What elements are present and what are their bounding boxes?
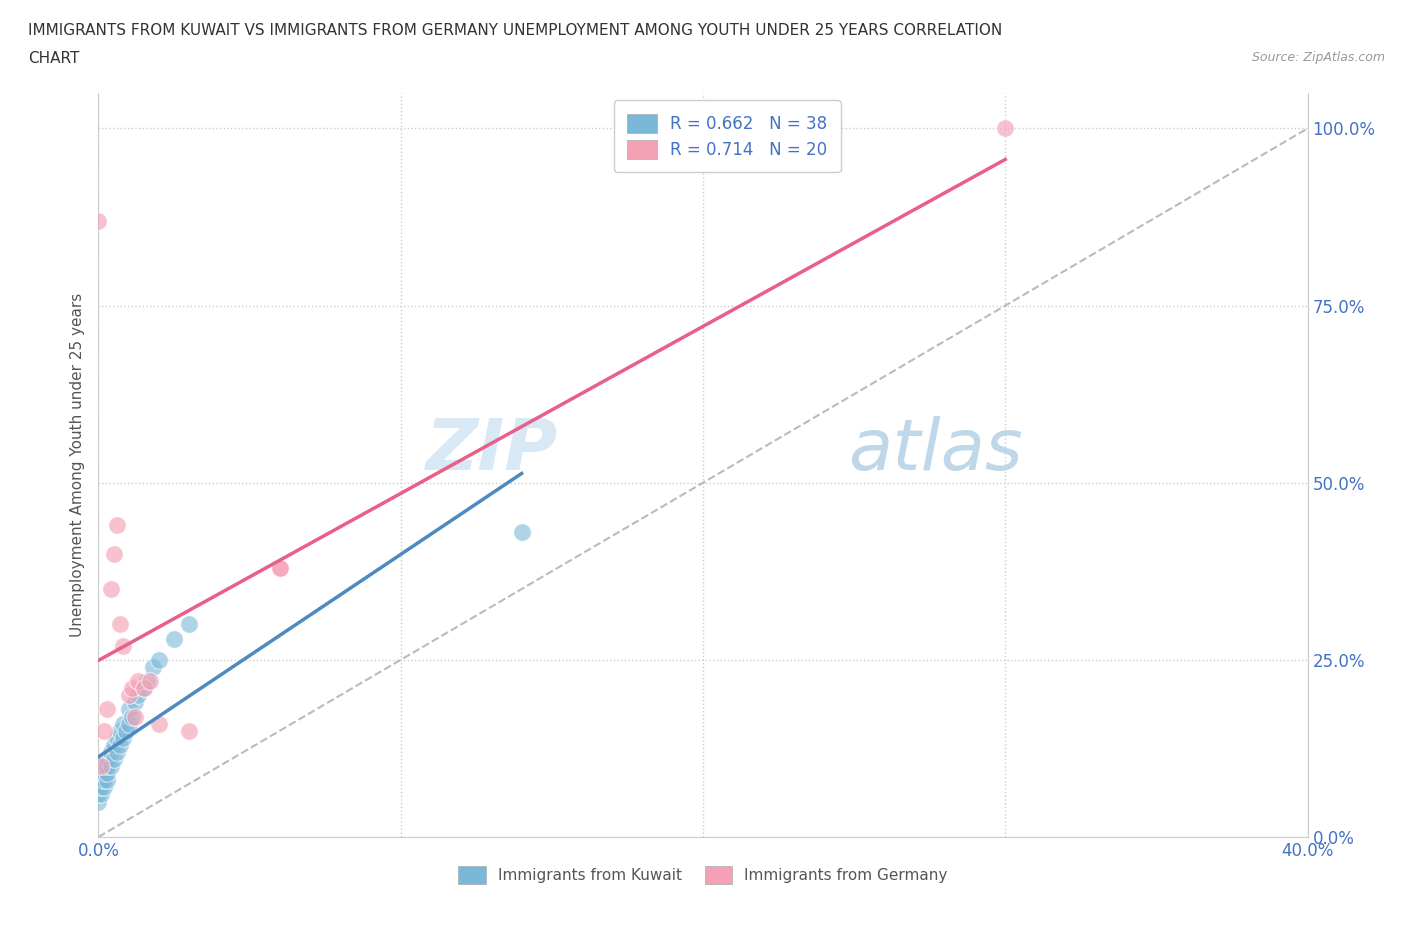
Point	[148, 716, 170, 731]
Point	[111, 716, 134, 731]
Text: IMMIGRANTS FROM KUWAIT VS IMMIGRANTS FROM GERMANY UNEMPLOYMENT AMONG YOUTH UNDER: IMMIGRANTS FROM KUWAIT VS IMMIGRANTS FRO…	[28, 23, 1002, 38]
Point	[90, 759, 112, 774]
Text: atlas: atlas	[848, 416, 1022, 485]
Point	[510, 525, 533, 539]
Point	[96, 759, 118, 774]
Point	[90, 773, 112, 788]
Point	[105, 518, 128, 533]
Point	[121, 709, 143, 724]
Point	[103, 546, 125, 561]
Point	[139, 673, 162, 688]
Point	[96, 765, 118, 780]
Point	[108, 617, 131, 631]
Point	[93, 759, 115, 774]
Point	[135, 673, 157, 688]
Point	[132, 681, 155, 696]
Legend: Immigrants from Kuwait, Immigrants from Germany: Immigrants from Kuwait, Immigrants from …	[446, 855, 960, 897]
Y-axis label: Unemployment Among Youth under 25 years: Unemployment Among Youth under 25 years	[69, 293, 84, 637]
Point	[114, 724, 136, 738]
Point	[87, 213, 110, 228]
Point	[90, 780, 112, 795]
Point	[90, 765, 112, 780]
Point	[124, 695, 146, 710]
Point	[103, 751, 125, 766]
Point	[93, 724, 115, 738]
Point	[179, 724, 201, 738]
Text: CHART: CHART	[28, 51, 80, 66]
Point	[93, 780, 115, 795]
Point	[108, 724, 131, 738]
Point	[111, 730, 134, 745]
Point	[100, 745, 122, 760]
Point	[124, 709, 146, 724]
Point	[163, 631, 186, 646]
Point	[127, 673, 149, 688]
Point	[118, 688, 141, 703]
Point	[105, 730, 128, 745]
Point	[96, 773, 118, 788]
Point	[105, 745, 128, 760]
Point	[269, 560, 291, 575]
Text: Source: ZipAtlas.com: Source: ZipAtlas.com	[1251, 51, 1385, 64]
Point	[118, 702, 141, 717]
Point	[118, 716, 141, 731]
Point	[93, 765, 115, 780]
Point	[127, 688, 149, 703]
Point	[132, 681, 155, 696]
Point	[87, 780, 110, 795]
Point	[111, 638, 134, 653]
Point	[148, 653, 170, 668]
Point	[87, 787, 110, 802]
Point	[87, 794, 110, 809]
Point	[90, 787, 112, 802]
Point	[96, 751, 118, 766]
Point	[103, 737, 125, 752]
Point	[269, 560, 291, 575]
Point	[142, 659, 165, 674]
Point	[100, 581, 122, 596]
Point	[96, 702, 118, 717]
Text: ZIP: ZIP	[426, 416, 558, 485]
Point	[100, 759, 122, 774]
Point	[108, 737, 131, 752]
Point	[179, 617, 201, 631]
Point	[994, 121, 1017, 136]
Point	[121, 681, 143, 696]
Point	[93, 773, 115, 788]
